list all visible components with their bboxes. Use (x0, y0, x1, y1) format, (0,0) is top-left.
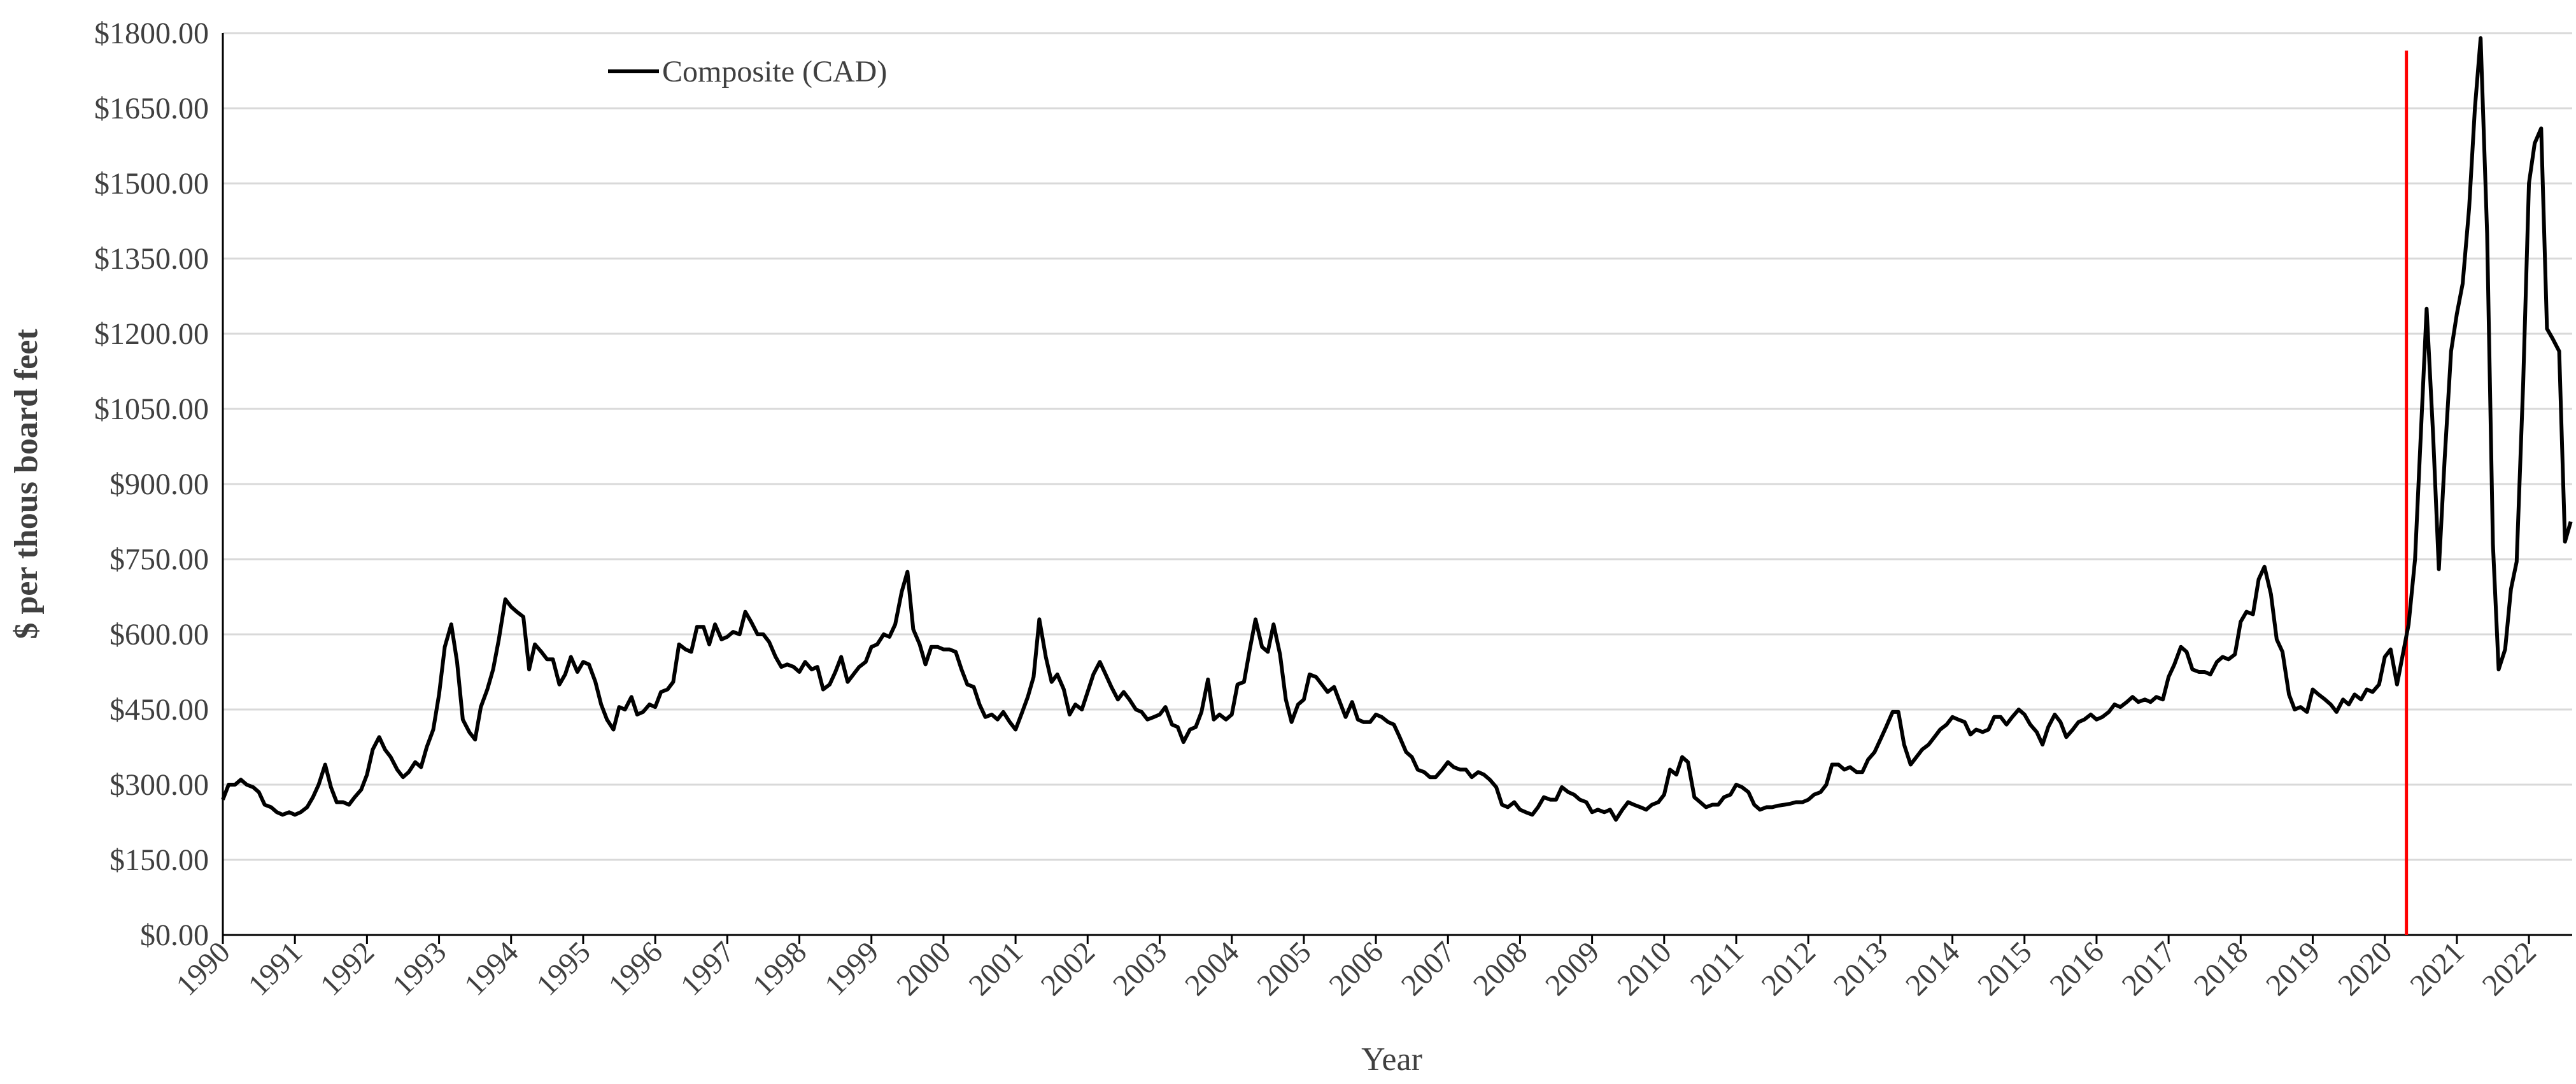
x-tick-label: 2019 (2260, 935, 2326, 1002)
y-tick-label: $1650.00 (94, 92, 209, 125)
x-tick-label: 2015 (1971, 935, 2038, 1002)
x-tick-label: 1998 (746, 935, 813, 1002)
y-tick-label: $1500.00 (94, 167, 209, 201)
x-tick-label: 2000 (890, 935, 957, 1002)
y-tick-label: $0.00 (140, 918, 209, 952)
x-tick-label: 2006 (1322, 935, 1389, 1002)
x-tick-label: 2010 (1611, 935, 1678, 1002)
x-tick-label: 2016 (2043, 935, 2110, 1002)
x-tick-label: 2022 (2476, 935, 2543, 1002)
y-tick-label: $1350.00 (94, 242, 209, 276)
x-tick-label: 1994 (458, 935, 525, 1002)
x-tick-label: 1995 (530, 935, 597, 1002)
x-tick-label: 1992 (314, 935, 381, 1002)
x-tick-label: 2004 (1178, 935, 1245, 1002)
legend-label: Composite (CAD) (662, 55, 887, 89)
x-tick-label: 2013 (1827, 935, 1894, 1002)
x-tick-label: 1997 (674, 935, 741, 1002)
x-tick-label: 2007 (1395, 935, 1462, 1002)
y-tick-label: $450.00 (110, 693, 209, 727)
x-tick-label: 2011 (1684, 935, 1750, 1001)
x-tick-label: 2018 (2188, 935, 2254, 1002)
x-tick-label: 2008 (1467, 935, 1534, 1002)
y-tick-label: $1800.00 (94, 17, 209, 50)
x-tick-label: 2009 (1539, 935, 1606, 1002)
x-tick-label: 2002 (1035, 935, 1101, 1002)
y-tick-label: $300.00 (110, 768, 209, 802)
x-tick-label: 2012 (1755, 935, 1822, 1002)
x-tick-label: 1993 (386, 935, 453, 1002)
x-tick-label: 2021 (2403, 935, 2470, 1002)
x-tick-label: 2003 (1107, 935, 1173, 1002)
x-tick-label: 2017 (2116, 935, 2183, 1002)
x-tick-label: 1996 (602, 935, 669, 1002)
y-tick-label: $150.00 (110, 843, 209, 877)
y-axis-label: $ per thous board feet (8, 329, 45, 639)
x-tick-label: 2020 (2332, 935, 2398, 1002)
x-tick-label: 1991 (242, 935, 309, 1002)
y-tick-label: $750.00 (110, 543, 209, 576)
y-tick-label: $900.00 (110, 467, 209, 501)
x-axis-label: Year (1361, 1041, 1422, 1078)
x-tick-label: 2014 (1899, 935, 1966, 1002)
x-tick-label: 1999 (818, 935, 885, 1002)
x-tick-label: 2001 (963, 935, 1030, 1002)
y-tick-label: $1050.00 (94, 392, 209, 426)
y-tick-label: $600.00 (110, 618, 209, 652)
y-tick-label: $1200.00 (94, 317, 209, 351)
data-line (221, 36, 2573, 822)
x-tick-label: 2005 (1250, 935, 1317, 1002)
